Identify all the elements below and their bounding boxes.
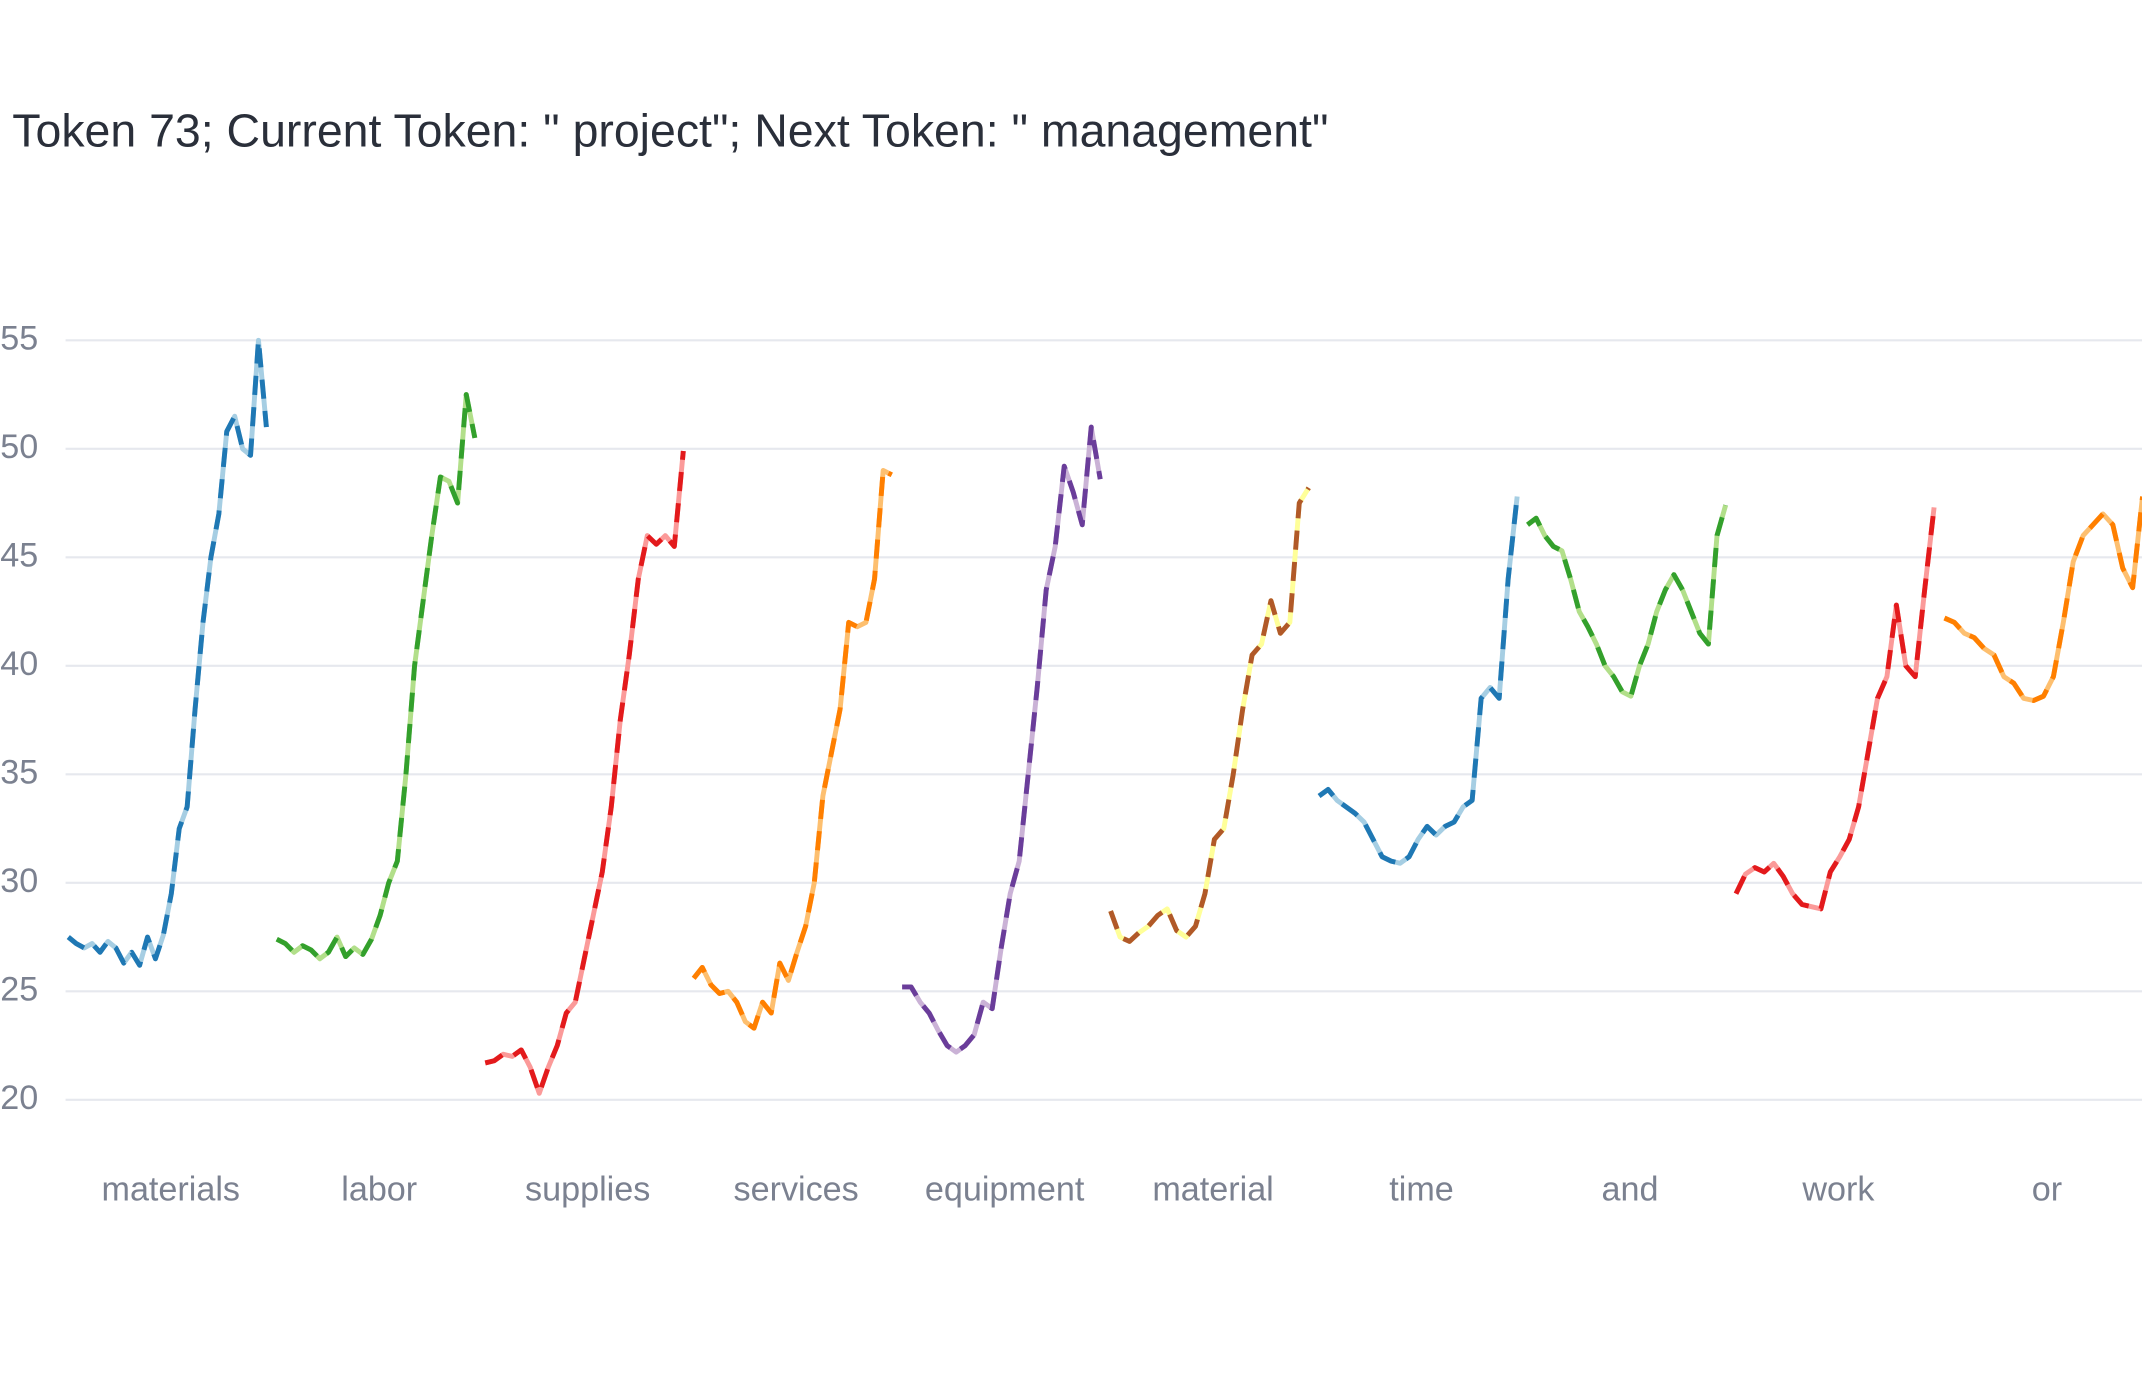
lines [66, 337, 2142, 1096]
x-tick-label: labor [341, 1170, 417, 1208]
y-tick-label: 35 [0, 753, 38, 791]
grid [65, 339, 2142, 1101]
series-line [902, 424, 1103, 1055]
y-tick-label: 55 [0, 319, 38, 357]
x-tick-label: work [1801, 1170, 1875, 1208]
series-line-light [902, 424, 1103, 1055]
y-tick-label: 40 [0, 645, 38, 683]
series-line-light [1733, 507, 1937, 912]
series-line [1733, 507, 1937, 912]
x-tick-label: equipment [925, 1170, 1085, 1208]
series-line [275, 392, 478, 962]
labels: 20 25 30 35 40 45 50 55 materials labor supplies se… [0, 319, 2062, 1208]
series-line-light [691, 468, 893, 1031]
x-tick-label: time [1389, 1170, 1453, 1208]
series-line-light [484, 450, 686, 1096]
series-line [691, 468, 893, 1031]
series-line [1526, 504, 1728, 699]
y-tick-label: 45 [0, 536, 38, 574]
y-tick-label: 30 [0, 862, 38, 900]
chart-title: Token 73; Current Token: " project"; Nex… [12, 104, 1328, 156]
x-tick-label: supplies [525, 1170, 650, 1208]
y-tick-label: 20 [0, 1079, 38, 1117]
x-tick-label: or [2032, 1170, 2062, 1208]
series-line-light [1526, 504, 1728, 699]
x-tick-label: and [1602, 1170, 1659, 1208]
series-line [1943, 496, 2142, 703]
series-line [484, 450, 686, 1096]
y-tick-label: 50 [0, 428, 38, 466]
series-line [66, 337, 269, 968]
series-line [1317, 496, 1520, 866]
x-tick-label: services [734, 1170, 859, 1208]
x-tick-label: materials [102, 1170, 240, 1208]
y-tick-label: 25 [0, 970, 38, 1008]
series-line-light [275, 392, 478, 962]
series-line [1108, 486, 1311, 944]
x-tick-label: material [1152, 1170, 1273, 1208]
